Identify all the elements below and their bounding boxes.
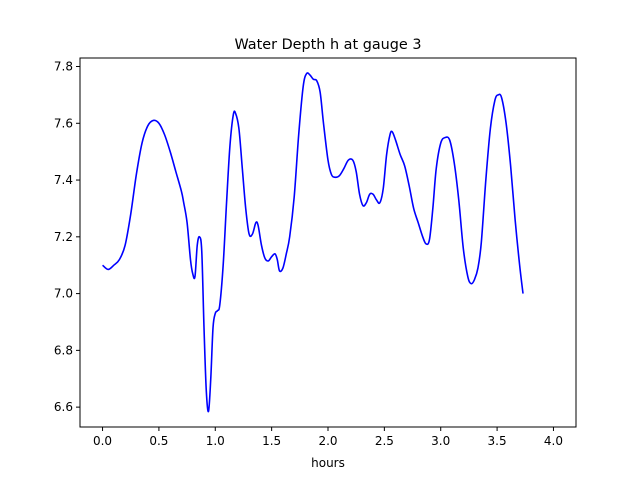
chart-title: Water Depth h at gauge 3 <box>234 37 421 53</box>
x-tick-label: 4.0 <box>544 434 563 448</box>
x-tick-label: 1.0 <box>206 434 225 448</box>
y-tick-label: 6.6 <box>54 400 73 414</box>
y-tick-label: 7.8 <box>54 60 73 74</box>
x-tick-label: 0.0 <box>93 434 112 448</box>
y-tick-label: 7.6 <box>54 116 73 130</box>
x-tick-label: 2.5 <box>375 434 394 448</box>
series-layer <box>102 72 524 413</box>
x-tick-label: 0.5 <box>149 434 168 448</box>
y-tick-label: 7.0 <box>54 287 73 301</box>
y-tick-label: 7.2 <box>54 230 73 244</box>
y-tick-label: 6.8 <box>54 343 73 357</box>
y-tick-label: 7.4 <box>54 173 73 187</box>
x-axis-label: hours <box>311 456 345 470</box>
x-tick-label: 3.5 <box>488 434 507 448</box>
series-line-water-depth <box>102 72 524 413</box>
x-tick-label: 3.0 <box>431 434 450 448</box>
x-tick-label: 1.5 <box>262 434 281 448</box>
x-tick-label: 2.0 <box>318 434 337 448</box>
y-axis: 6.6 6.8 7.0 7.2 7.4 7.6 7.8 <box>54 60 80 414</box>
x-axis: 0.0 0.5 1.0 1.5 2.0 2.5 3.0 3.5 4.0 <box>93 427 563 448</box>
plot-frame <box>79 57 577 428</box>
